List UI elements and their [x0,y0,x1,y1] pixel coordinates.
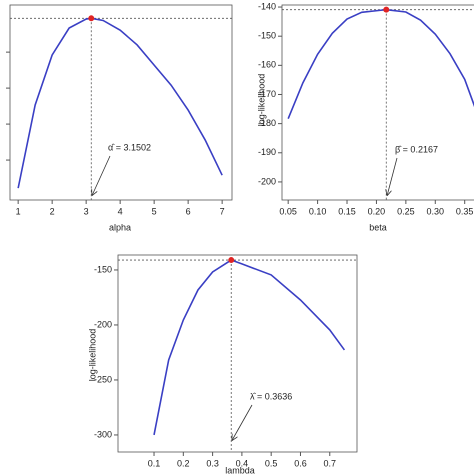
annotation-arrow [92,155,111,195]
y-tick-label: -200 [258,176,276,186]
x-tick-label: 0.7 [324,458,337,468]
y-tick-label: -200 [94,319,112,329]
y-tick-label: -150 [94,264,112,274]
y-axis-label: log-likelihood [87,329,97,382]
peak-point [228,257,235,264]
x-tick-label: 0.10 [309,206,327,216]
y-tick-label: -300 [94,429,112,439]
y-tick-label: -180 [258,118,276,128]
x-tick-label: 0.5 [265,458,278,468]
plot-frame [281,4,474,201]
x-tick-label: 3 [84,206,89,216]
curve [153,259,346,436]
curve [287,8,474,119]
x-tick-label: 0.15 [338,206,356,216]
x-tick-label: 2 [50,206,55,216]
x-tick-label: 7 [220,206,225,216]
annotation-arrow [387,157,398,195]
plot-area [118,257,357,452]
y-tick-label: -170 [258,89,276,99]
annotation-arrow [232,404,253,440]
x-tick-label: 0.2 [177,458,190,468]
y-tick-label: -150 [258,31,276,41]
y-tick-label: -140 [258,1,276,11]
annotation: λ̂ = 0.3636 [250,391,292,401]
plot-area [282,6,474,200]
plot-frame [117,254,358,453]
y-axis-label: log-likelihood [256,74,266,127]
plot-frame [9,4,233,201]
y-tick-label: -190 [258,147,276,157]
x-tick-label: 0.4 [236,458,249,468]
x-tick-label: 0.3 [206,458,219,468]
curve [17,17,223,189]
annotation: α̂ = 3.1502 [108,142,151,152]
x-tick-label: 0.25 [397,206,415,216]
peak-point [88,15,95,22]
x-axis-label: beta [369,222,387,232]
x-tick-label: 5 [152,206,157,216]
x-tick-label: 0.05 [279,206,297,216]
x-tick-label: 0.30 [427,206,445,216]
y-tick-label: -160 [258,60,276,70]
annotation: β̂ = 0.2167 [395,144,438,154]
x-axis-label: alpha [109,222,131,232]
x-tick-label: 0.1 [148,458,161,468]
x-tick-label: 6 [186,206,191,216]
x-tick-label: 1 [16,206,21,216]
x-axis-label: lambda [225,465,255,474]
x-tick-label: 0.20 [368,206,386,216]
plot-area [10,15,232,200]
x-tick-label: 0.6 [294,458,307,468]
x-tick-label: 0.35 [456,206,474,216]
peak-point [383,6,390,13]
y-tick-label: -250 [94,374,112,384]
x-tick-label: 4 [118,206,123,216]
